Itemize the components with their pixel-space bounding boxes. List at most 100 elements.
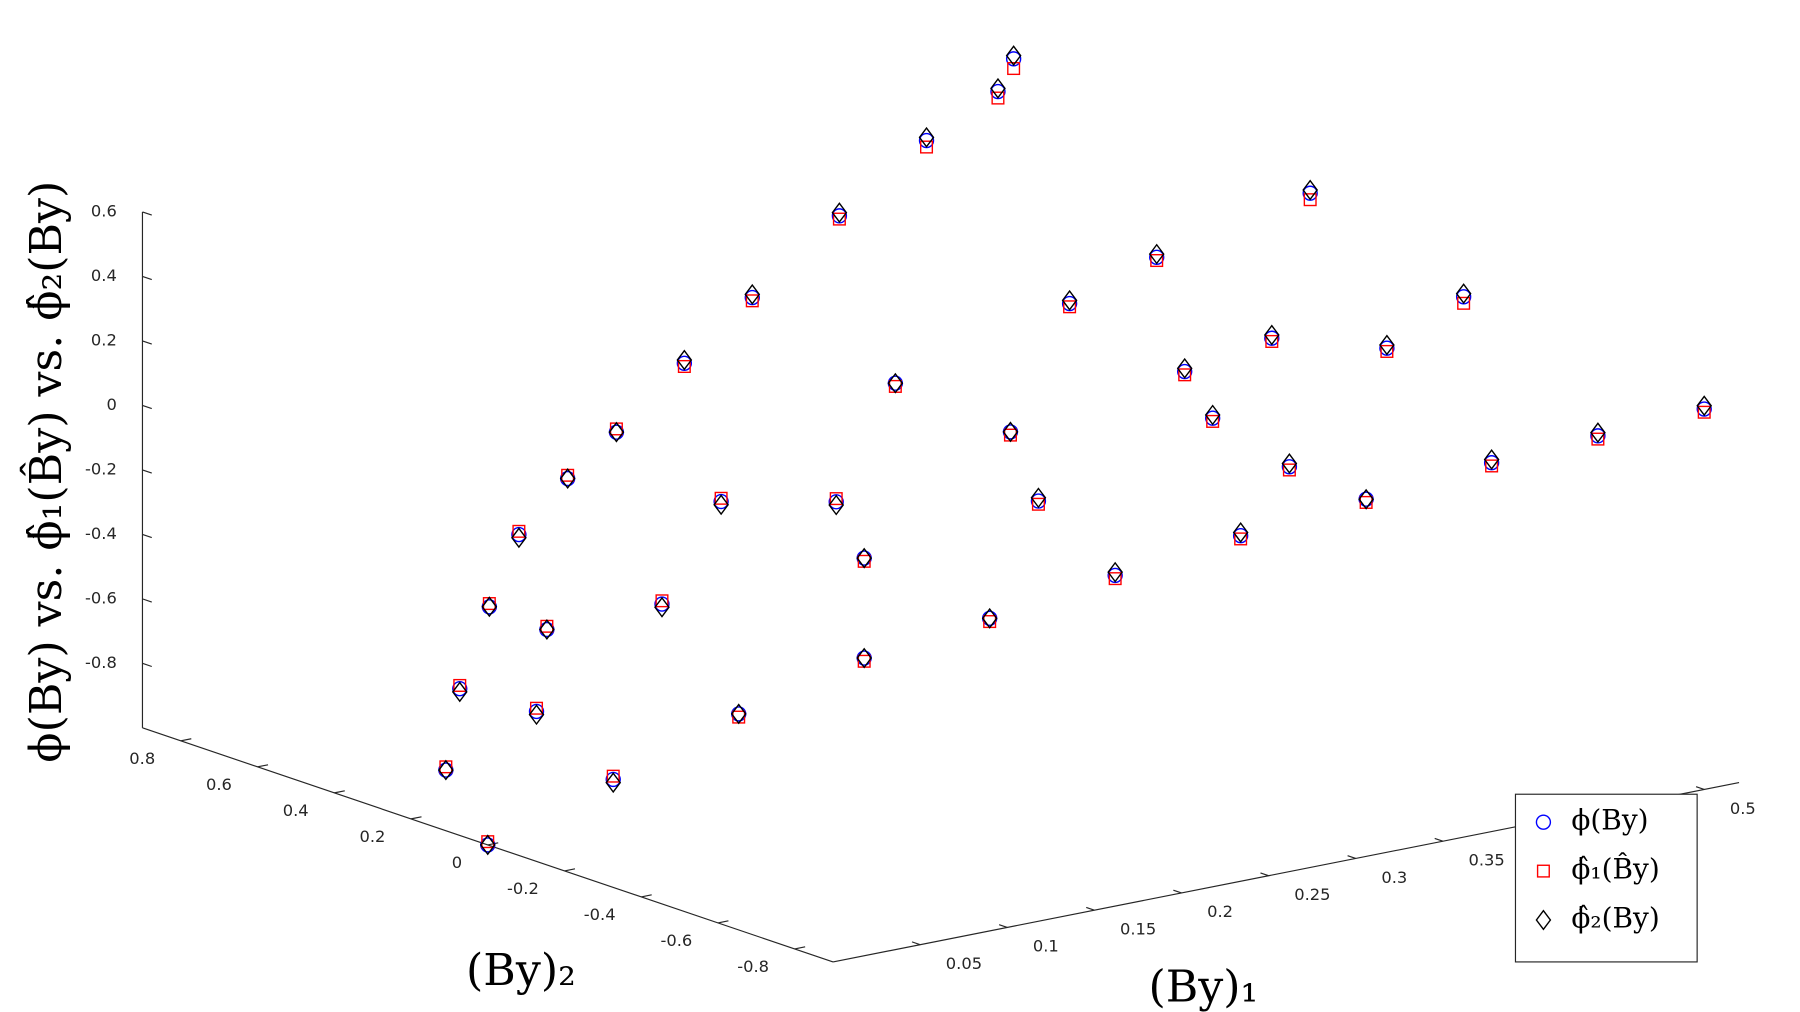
point <box>730 703 747 725</box>
point <box>745 294 759 308</box>
y-tick <box>180 738 192 742</box>
x-tick <box>1260 872 1269 877</box>
x-tick <box>1086 906 1095 911</box>
point <box>1380 344 1394 358</box>
point <box>1457 296 1471 310</box>
point <box>606 769 620 783</box>
y-tick-label: 0.4 <box>283 801 309 820</box>
point <box>1485 459 1499 473</box>
point <box>918 126 935 148</box>
point <box>832 212 846 226</box>
point <box>453 678 467 692</box>
point <box>1234 532 1248 546</box>
point <box>1031 497 1045 511</box>
x-tick <box>1347 855 1356 860</box>
point <box>529 701 544 715</box>
z-tick <box>142 211 152 216</box>
y-tick <box>794 946 806 950</box>
point <box>528 704 545 726</box>
legend-marker <box>1535 814 1552 830</box>
legend-label: ϕ̂₂(By) <box>1571 902 1659 935</box>
point <box>991 91 1005 105</box>
x-tick-label: 0.3 <box>1381 868 1407 887</box>
point <box>608 421 625 443</box>
point <box>605 772 622 794</box>
point <box>1061 289 1078 311</box>
legend-marker <box>1535 909 1552 931</box>
axes: -0.8 -0.6 -0.4 -0.2 0 0.2 0.4 0.6 -0.8 -0.6 -0.4 -0… <box>85 201 1756 976</box>
y-tick-label: -0.6 <box>661 931 693 950</box>
point <box>1590 422 1606 444</box>
point <box>1005 45 1022 67</box>
x-tick <box>998 924 1008 928</box>
point <box>1107 561 1124 583</box>
z-tick <box>142 533 152 539</box>
point <box>829 492 843 506</box>
legend-marker <box>1536 864 1550 878</box>
z-tick-label: -0.8 <box>85 653 117 672</box>
y-tick-label: -0.8 <box>737 957 769 976</box>
z-tick <box>142 275 152 281</box>
point <box>655 594 669 608</box>
point <box>831 202 848 224</box>
point <box>981 607 998 629</box>
point <box>990 77 1006 99</box>
point <box>1265 334 1279 348</box>
point <box>1002 421 1019 443</box>
point <box>511 527 527 549</box>
y-tick-label: 0.8 <box>129 749 155 768</box>
y-tick-label: 0.2 <box>359 827 385 846</box>
point <box>1176 357 1193 379</box>
point <box>713 494 729 516</box>
point <box>1696 395 1713 417</box>
point <box>1063 300 1077 314</box>
point <box>714 491 728 505</box>
z-tick-label: 0.4 <box>91 266 117 285</box>
point <box>559 468 576 490</box>
point <box>919 140 934 154</box>
y-tick <box>257 764 269 768</box>
y-tick-label: -0.4 <box>584 905 616 924</box>
y-tick <box>410 816 422 820</box>
x-tick-label: 0.1 <box>1033 937 1059 956</box>
z-tick-label: 0.2 <box>91 330 117 349</box>
point <box>744 283 761 305</box>
point <box>479 834 496 856</box>
x-tick-label: 0.15 <box>1120 919 1156 938</box>
x-tick <box>1434 837 1444 842</box>
point <box>1379 334 1395 356</box>
series <box>438 45 1713 856</box>
point <box>1007 62 1021 76</box>
x-tick-label: 0.25 <box>1294 885 1330 904</box>
x-tick <box>1173 889 1182 894</box>
point <box>887 372 904 394</box>
point <box>856 547 873 569</box>
y-tick-label: 0.6 <box>206 775 232 794</box>
z-tick-label: 0.6 <box>91 201 117 220</box>
y-tick <box>564 868 576 872</box>
point <box>1108 572 1122 586</box>
point <box>654 596 670 618</box>
legend-label: ϕ̂₁(B̂y) <box>1571 852 1659 885</box>
x-tick-label: 0.35 <box>1468 851 1504 870</box>
y-tick-label: -0.2 <box>507 879 539 898</box>
point <box>1232 521 1249 543</box>
z-tick <box>142 469 152 474</box>
point <box>1303 193 1317 207</box>
legend-box <box>1514 793 1698 963</box>
point <box>856 647 873 669</box>
x-tick-label: 0.2 <box>1207 902 1233 921</box>
legend: ϕ(By) ϕ̂₁(B̂y) ϕ̂₂(By) <box>1514 793 1698 963</box>
z-tick <box>142 598 152 603</box>
point <box>1150 254 1164 268</box>
point <box>1302 179 1319 201</box>
point <box>481 596 498 618</box>
z-axis-label: ϕ(By) vs. ϕ̂₁(B̂y) vs. ϕ̂₂(By) <box>19 181 72 763</box>
z-tick <box>142 340 152 345</box>
point <box>512 524 526 538</box>
point <box>1358 488 1374 510</box>
point <box>1591 432 1605 446</box>
z-tick-label: -0.4 <box>85 524 117 543</box>
